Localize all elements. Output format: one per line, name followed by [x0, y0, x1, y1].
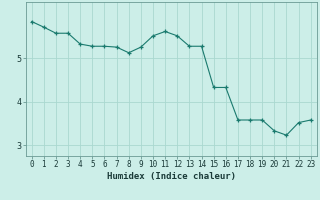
X-axis label: Humidex (Indice chaleur): Humidex (Indice chaleur): [107, 172, 236, 181]
